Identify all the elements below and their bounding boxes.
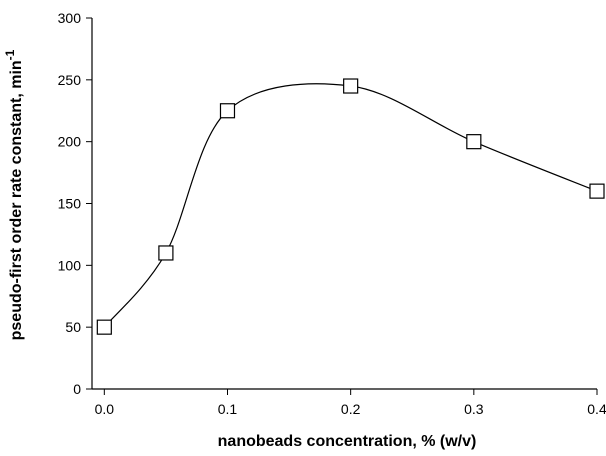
y-tick-label: 150 (58, 196, 82, 212)
y-axis-title-main: pseudo-first order rate constant, min (8, 60, 25, 340)
data-point (158, 245, 174, 261)
y-tick-label: 300 (58, 10, 82, 26)
data-point (219, 103, 236, 119)
y-tick-label: 250 (58, 72, 82, 88)
x-tick-label: 0.4 (587, 401, 606, 417)
ticks: 0 50 100 150 200 250 300 0.0 0.1 0.2 0.3 0.4 (58, 10, 606, 417)
y-tick-label: 50 (65, 319, 81, 335)
data-markers (96, 78, 605, 335)
data-point (589, 183, 605, 199)
data-point (96, 319, 112, 335)
y-tick-label: 200 (58, 134, 82, 150)
x-tick-label: 0.3 (464, 401, 484, 417)
x-tick-label: 0.0 (95, 401, 115, 417)
y-axis-title-superscript: -1 (3, 49, 17, 60)
fit-curve (103, 83, 598, 328)
y-axis-title: pseudo-first order rate constant, min-1 (3, 49, 25, 340)
data-point (466, 134, 482, 150)
y-tick-label: 0 (73, 381, 81, 397)
x-axis-title: nanobeads concentration, % (w/v) (218, 433, 477, 450)
y-tick-label: 100 (58, 257, 82, 273)
x-tick-label: 0.1 (218, 401, 238, 417)
data-point (343, 78, 359, 94)
axes (91, 18, 597, 390)
x-tick-label: 0.2 (341, 401, 361, 417)
